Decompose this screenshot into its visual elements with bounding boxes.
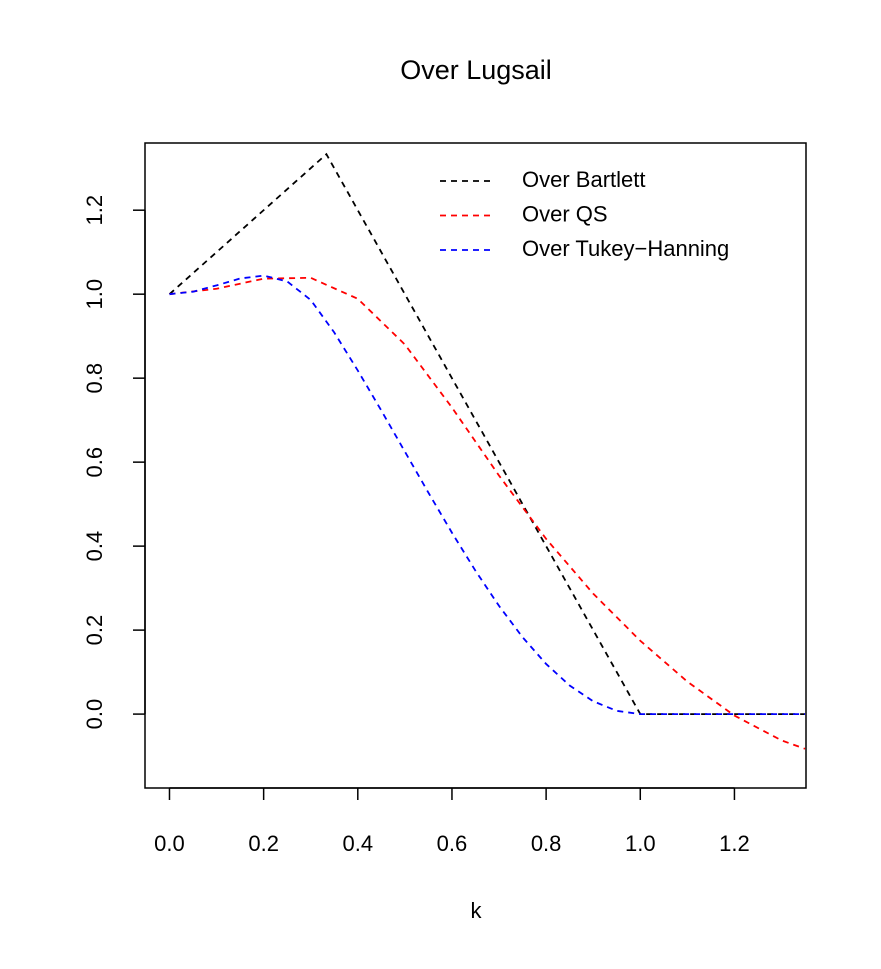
chart-title: Over Lugsail bbox=[400, 55, 552, 85]
y-tick-label: 0.6 bbox=[82, 447, 107, 478]
y-tick-label: 0.4 bbox=[82, 531, 107, 562]
y-tick-label: 1.2 bbox=[82, 195, 107, 226]
legend-label: Over Tukey−Hanning bbox=[522, 236, 729, 261]
legend-label: Over Bartlett bbox=[522, 167, 645, 192]
x-tick-label: 0.6 bbox=[437, 831, 468, 856]
x-tick-label: 0.2 bbox=[248, 831, 279, 856]
series-line bbox=[168, 152, 806, 715]
series-line bbox=[169, 274, 806, 715]
y-tick-label: 0.8 bbox=[82, 363, 107, 394]
y-tick-label: 0.2 bbox=[82, 615, 107, 646]
y-tick-label: 1.0 bbox=[82, 279, 107, 310]
x-tick-label: 1.0 bbox=[625, 831, 656, 856]
x-axis-label: k bbox=[471, 898, 483, 923]
y-tick-label: 0.0 bbox=[82, 699, 107, 730]
x-tick-label: 1.2 bbox=[719, 831, 750, 856]
x-tick-label: 0.4 bbox=[343, 831, 374, 856]
x-tick-label: 0.8 bbox=[531, 831, 562, 856]
x-tick-label: 0.0 bbox=[154, 831, 185, 856]
legend-label: Over QS bbox=[522, 201, 608, 226]
series-line bbox=[169, 276, 806, 750]
